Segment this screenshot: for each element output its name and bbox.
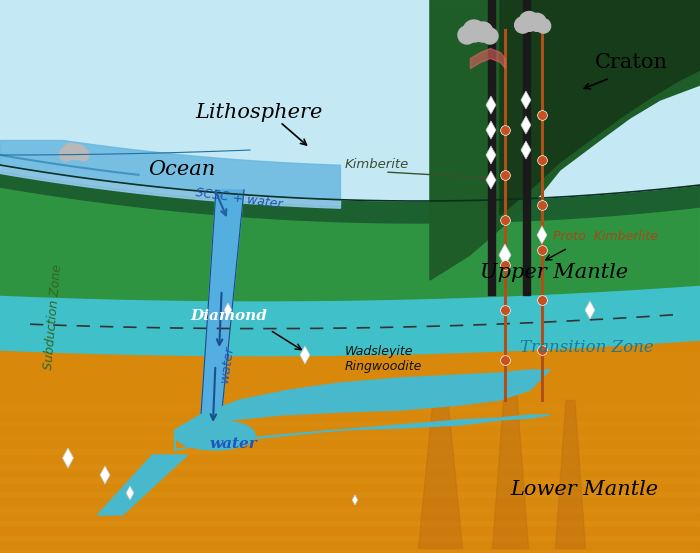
Bar [0,352,700,495]
Polygon shape [0,340,700,553]
Circle shape [60,148,73,161]
Polygon shape [100,466,110,484]
Polygon shape [486,171,496,189]
Circle shape [536,19,551,33]
Text: water: water [218,343,236,383]
Text: Diamond: Diamond [190,309,267,323]
Circle shape [528,13,546,32]
Polygon shape [0,285,700,356]
Polygon shape [486,121,496,139]
Circle shape [463,20,485,42]
Bar [0,352,700,409]
Bar [0,352,700,524]
Polygon shape [537,226,547,244]
Text: Kimberite: Kimberite [345,158,410,171]
Text: Lower Mantle: Lower Mantle [510,480,658,499]
Text: Subduction Zone: Subduction Zone [42,263,64,370]
Text: Wadsleyite: Wadsleyite [345,345,414,358]
Polygon shape [486,96,496,114]
Bar [0,352,700,467]
Circle shape [473,22,493,42]
Bar [0,352,700,380]
Polygon shape [500,0,700,215]
Polygon shape [200,190,244,430]
Polygon shape [352,495,358,505]
Text: SCSC + water: SCSC + water [195,186,284,211]
Text: Lithosphere: Lithosphere [195,103,323,122]
Circle shape [63,143,80,160]
Circle shape [519,12,539,32]
Text: Upper Mantle: Upper Mantle [480,263,628,282]
Polygon shape [521,141,531,159]
Text: water: water [210,437,258,451]
Circle shape [458,26,476,44]
Polygon shape [224,303,232,317]
Polygon shape [0,187,700,301]
Circle shape [77,149,89,161]
Ellipse shape [175,420,255,450]
Polygon shape [430,0,700,280]
Polygon shape [0,0,700,201]
Bar [0,352,700,553]
Polygon shape [175,370,550,450]
Polygon shape [0,165,700,223]
Polygon shape [300,346,310,364]
Polygon shape [486,146,496,164]
Circle shape [514,17,531,33]
Polygon shape [97,455,188,515]
Polygon shape [585,301,595,319]
Circle shape [71,144,85,160]
Text: Ocean: Ocean [148,160,215,179]
Text: Proto  Kimberlite: Proto Kimberlite [553,230,658,243]
Polygon shape [521,91,531,109]
Bar [0,352,700,438]
Circle shape [482,28,498,44]
Polygon shape [499,244,511,266]
Text: Craton: Craton [595,53,668,72]
Text: Ringwoodite: Ringwoodite [345,360,422,373]
Text: Transition Zone: Transition Zone [520,339,654,356]
Polygon shape [521,116,531,134]
Polygon shape [62,448,74,468]
Polygon shape [126,486,134,500]
